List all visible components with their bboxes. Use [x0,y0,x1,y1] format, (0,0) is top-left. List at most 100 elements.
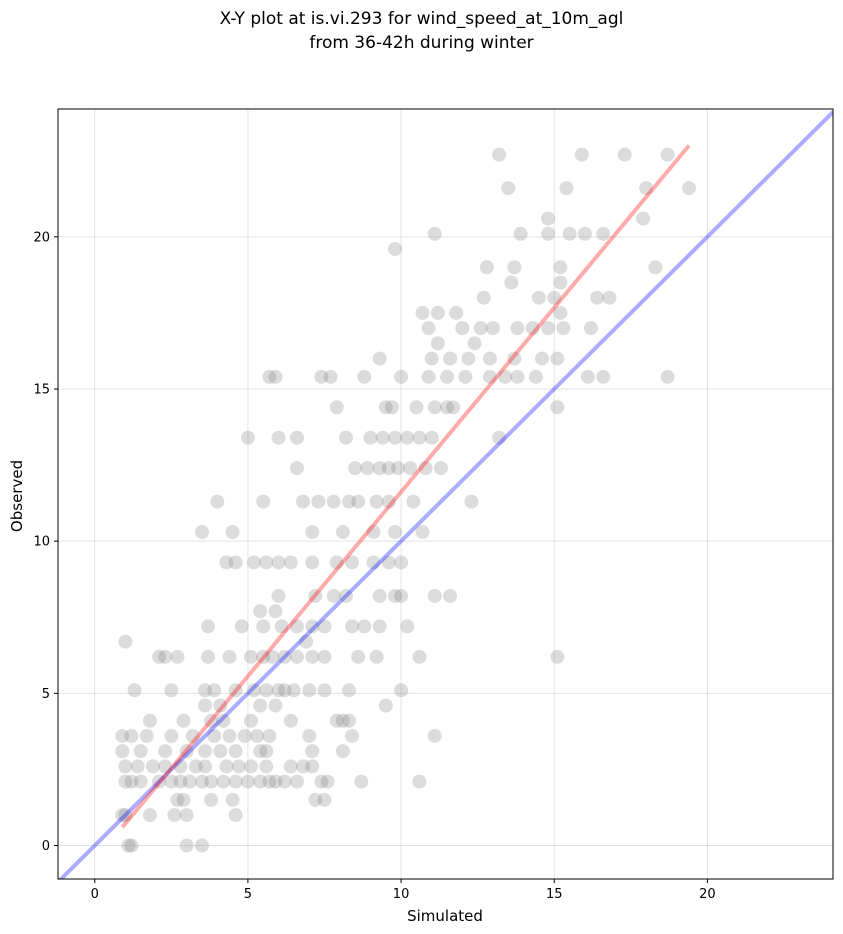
data-point [498,369,513,384]
data-point [152,774,167,789]
y-axis-label: Observed [8,460,26,532]
data-point [225,525,240,540]
data-point [247,683,262,698]
data-point [660,369,675,384]
data-point [308,588,323,603]
data-point [176,713,191,728]
data-point [222,728,237,743]
data-point [424,351,439,366]
plot-frame [57,108,834,880]
data-point [219,555,234,570]
data-point [213,698,228,713]
data-point [682,181,697,196]
data-point [198,683,213,698]
data-point [296,759,311,774]
data-point [320,774,335,789]
data-point [372,461,387,476]
data-point [412,774,427,789]
data-point [559,181,574,196]
data-point [329,400,344,415]
data-point [556,321,571,336]
data-point [400,619,415,634]
data-point [121,838,136,853]
data-point [501,181,516,196]
data-point [305,555,320,570]
identity-line [58,110,833,879]
chart-title-line-1: X-Y plot at is.vi.293 for wind_speed_at_… [220,9,624,29]
data-point [247,555,262,570]
data-point [427,588,442,603]
data-point [357,369,372,384]
data-point [338,588,353,603]
data-point [317,792,332,807]
data-point [412,649,427,664]
data-point [296,494,311,509]
data-point [458,369,473,384]
data-point [185,728,200,743]
data-point [326,494,341,509]
data-point [415,525,430,540]
data-point [617,147,632,162]
data-point [482,351,497,366]
data-point [118,634,133,649]
x-tick-label: 5 [244,887,252,902]
data-point [259,759,274,774]
regression-line [120,144,691,829]
data-point [133,744,148,759]
data-point [170,649,185,664]
data-point [188,759,203,774]
data-point [446,400,461,415]
data-point [357,619,372,634]
data-point [243,649,258,664]
data-point [345,728,360,743]
data-point [580,369,595,384]
data-point [194,525,209,540]
data-point [253,698,268,713]
data-point [179,808,194,823]
data-point [130,759,145,774]
data-point [345,555,360,570]
data-point [164,683,179,698]
data-point [158,759,173,774]
data-point [216,713,231,728]
data-point [363,430,378,445]
data-point [528,369,543,384]
data-point [384,400,399,415]
data-point [201,649,216,664]
data-point [348,461,363,476]
data-point [286,683,301,698]
data-point [317,649,332,664]
data-point [231,759,246,774]
data-point [118,774,133,789]
data-point [574,147,589,162]
data-point [262,728,277,743]
data-point [305,649,320,664]
data-point [240,430,255,445]
data-point [394,369,409,384]
data-point [237,728,252,743]
data-point [253,744,268,759]
data-point [476,290,491,305]
data-point [464,494,479,509]
data-point [145,759,160,774]
data-point [250,728,265,743]
data-point [492,430,507,445]
data-point [283,713,298,728]
data-point [308,792,323,807]
data-point [274,619,289,634]
data-point [210,494,225,509]
data-point [323,369,338,384]
data-point [243,713,258,728]
data-point [204,713,219,728]
data-point [424,430,439,445]
data-point [329,555,344,570]
data-point [406,494,421,509]
data-point [534,351,549,366]
data-point [179,838,194,853]
data-point [259,683,274,698]
data-point [421,369,436,384]
data-point [259,744,274,759]
data-point [400,430,415,445]
data-point [314,369,329,384]
reference-lines [58,110,833,879]
